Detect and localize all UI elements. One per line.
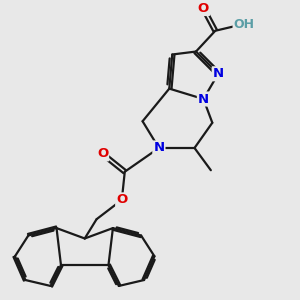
Text: N: N	[198, 92, 209, 106]
Text: OH: OH	[234, 18, 255, 31]
Text: O: O	[97, 147, 108, 161]
Text: O: O	[198, 2, 209, 15]
Text: N: N	[213, 67, 224, 80]
Text: N: N	[153, 142, 164, 154]
Text: O: O	[116, 194, 128, 206]
